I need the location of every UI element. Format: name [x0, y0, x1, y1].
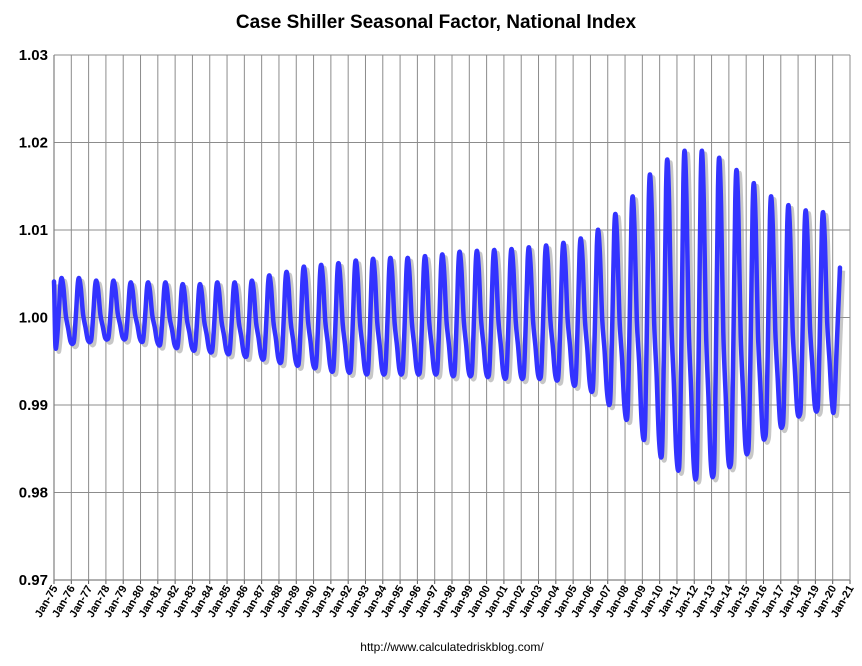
chart-title: Case Shiller Seasonal Factor, National I… [236, 12, 637, 33]
grid [53, 54, 851, 581]
x-axis-ticks: Jan-75Jan-76Jan-77Jan-78Jan-79Jan-80Jan-… [33, 583, 857, 620]
y-tick-label: 1.01 [19, 222, 48, 239]
y-tick-label: 0.99 [19, 397, 48, 414]
y-tick-label: 1.03 [19, 47, 48, 64]
series-line-seasonal-factor [51, 148, 843, 482]
y-tick-label: 1.00 [19, 310, 48, 327]
y-tick-label: 0.98 [19, 485, 48, 502]
y-tick-label: 1.02 [19, 135, 48, 152]
series-line-shadow [54, 151, 846, 485]
source-url: http://www.calculatedriskblog.com/ [360, 640, 544, 654]
y-tick-label: 0.97 [19, 572, 48, 589]
y-axis-ticks: 0.97 0.98 0.99 1.00 1.01 1.02 1.03 [19, 47, 48, 589]
series-group [51, 148, 846, 485]
